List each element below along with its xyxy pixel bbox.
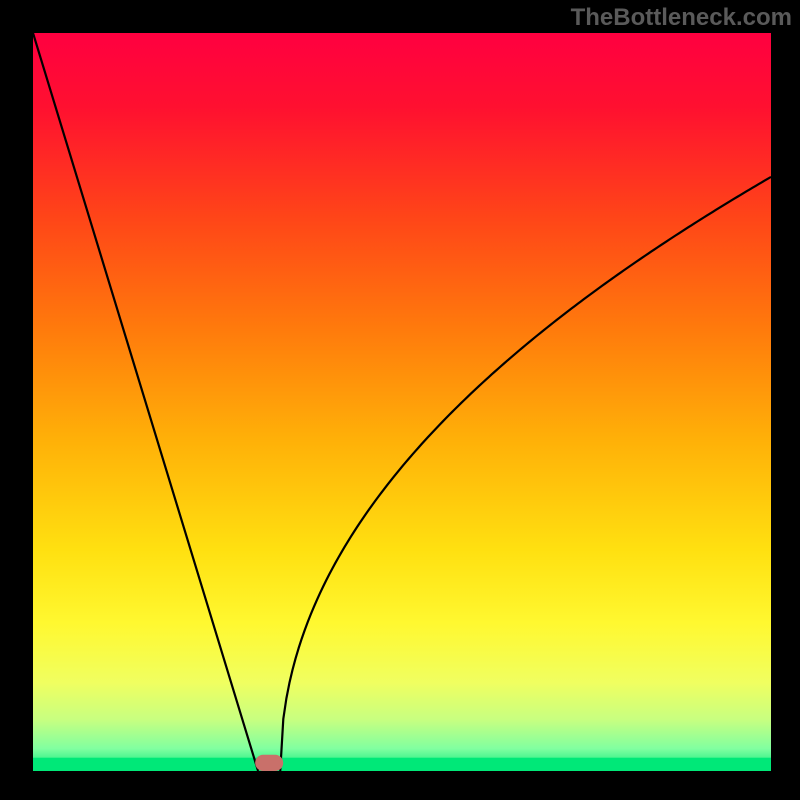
bottom-stripe — [33, 758, 771, 771]
plot-area — [33, 33, 771, 771]
watermark-text: TheBottleneck.com — [571, 4, 792, 32]
gradient-background — [33, 33, 771, 771]
chart-container: TheBottleneck.com — [0, 0, 800, 800]
valley-marker — [255, 755, 283, 771]
